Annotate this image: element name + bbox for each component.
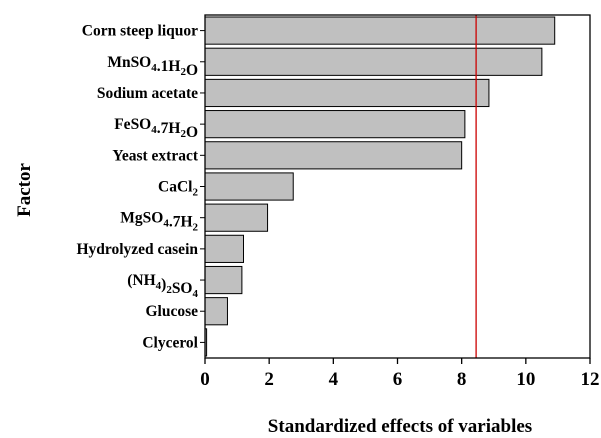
bar <box>204 47 543 76</box>
x-tick-label: 6 <box>393 369 403 390</box>
bar <box>204 297 228 326</box>
bar <box>204 110 466 139</box>
bar <box>204 78 490 108</box>
bar <box>204 265 243 295</box>
x-axis-title: Standardized effects of variables <box>268 416 532 437</box>
category-label: FeSO4.7H2O <box>114 116 198 141</box>
category-label: Sodium acetate <box>97 85 198 102</box>
bar <box>204 172 294 201</box>
category-label: Corn steep liquor <box>82 23 198 40</box>
category-label: Hydrolyzed casein <box>76 241 198 258</box>
x-tick-labels: 0 2 4 6 8 10 12 <box>200 358 600 390</box>
bar <box>204 234 244 263</box>
bar <box>204 141 463 170</box>
bar <box>204 16 556 45</box>
bar <box>204 203 269 232</box>
category-label: Yeast extract <box>112 147 198 164</box>
category-label: MnSO4.1H2O <box>107 54 198 79</box>
category-label: Clycerol <box>142 334 198 351</box>
category-label: MgSO4.7H2 <box>120 210 198 234</box>
category-label: (NH4)2SO4 <box>127 272 198 300</box>
x-tick-label: 0 <box>200 369 210 390</box>
category-label: CaCl2 <box>158 179 198 199</box>
x-tick-label: 2 <box>264 369 274 390</box>
x-tick-label: 12 <box>581 369 600 390</box>
x-tick-label: 8 <box>457 369 467 390</box>
x-tick-label: 10 <box>516 369 535 390</box>
bars-group <box>204 16 556 357</box>
category-labels: Corn steep liquor MnSO4.1H2O Sodium acetat… <box>76 23 205 351</box>
category-label: Glucose <box>145 303 198 320</box>
y-axis-title: Factor <box>14 163 35 217</box>
x-tick-label: 4 <box>329 369 339 390</box>
